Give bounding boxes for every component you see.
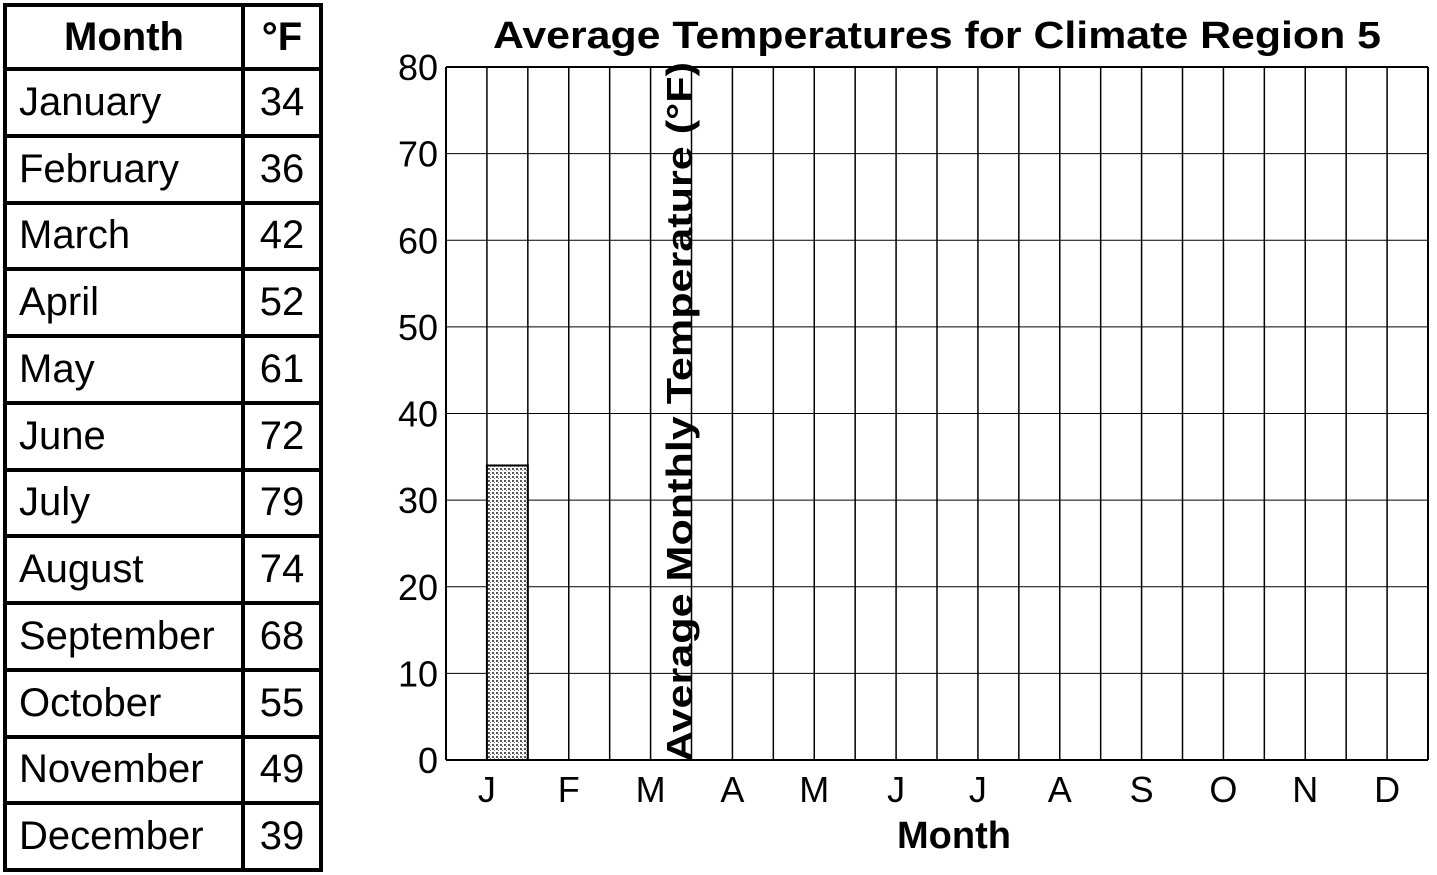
x-tick-label: J: [887, 769, 905, 810]
y-tick-label: 70: [398, 134, 438, 175]
month-cell: January: [3, 67, 245, 138]
table-row: May 61: [3, 334, 323, 405]
y-axis-label: Average Monthly Temperature (°F): [659, 62, 700, 762]
temperature-cell: 52: [241, 267, 323, 338]
y-tick-label: 40: [398, 394, 438, 435]
temperature-cell: 72: [241, 400, 323, 472]
month-cell: May: [3, 334, 245, 405]
y-tick-label: 80: [398, 47, 438, 88]
x-tick-label: A: [720, 769, 744, 810]
month-cell: September: [3, 601, 245, 672]
table-row: October 55: [3, 667, 323, 739]
month-column-header: Month: [3, 3, 245, 71]
table-row: January 34: [3, 67, 323, 138]
month-cell: February: [3, 133, 245, 205]
x-tick-label: D: [1374, 769, 1400, 810]
chart-title: Average Temperatures for Climate Region …: [493, 15, 1381, 57]
y-tick-label: 20: [398, 567, 438, 608]
y-tick-label: 50: [398, 307, 438, 348]
temperature-cell: 79: [241, 467, 323, 539]
temperature-cell: 55: [241, 667, 323, 739]
y-tick-label: 30: [398, 480, 438, 521]
temperature-table: Month °F January 34 February 36 March 42 April…: [3, 3, 323, 872]
table-row: July 79: [3, 467, 323, 539]
table-row: November 49: [3, 734, 323, 806]
x-tick-label: S: [1130, 769, 1154, 810]
bar: [485, 464, 529, 761]
x-tick-label: J: [969, 769, 987, 810]
temperature-cell: 36: [241, 133, 323, 205]
x-tick-label: F: [558, 769, 580, 810]
month-cell: April: [3, 267, 245, 338]
table-row: September 68: [3, 601, 323, 672]
month-cell: December: [3, 801, 245, 872]
temperature-cell: 74: [241, 534, 323, 605]
table-row: June 72: [3, 400, 323, 472]
x-axis-label: Month: [897, 815, 1011, 857]
x-tick-label: M: [636, 769, 666, 810]
month-cell: June: [3, 400, 245, 472]
x-tick-label: M: [799, 769, 829, 810]
plot-area: 0 10 20 30 40 50 60 70 80 J F M A M J J A S O N D: [398, 47, 1429, 810]
month-cell: July: [3, 467, 245, 539]
x-tick-label: O: [1209, 769, 1237, 810]
temperature-cell: 42: [241, 200, 323, 272]
x-tick-label: N: [1292, 769, 1318, 810]
temperature-cell: 34: [241, 67, 323, 138]
temperature-bar-chart: Average Temperatures for Climate Region …: [398, 15, 1429, 857]
y-tick-label: 60: [398, 220, 438, 261]
table-header-row: Month °F: [3, 3, 323, 71]
table-row: February 36: [3, 133, 323, 205]
month-cell: August: [3, 534, 245, 605]
temperature-cell: 68: [241, 601, 323, 672]
table-row: December 39: [3, 801, 323, 872]
temperature-cell: 61: [241, 334, 323, 405]
table-row: March 42: [3, 200, 323, 272]
temperature-cell: 49: [241, 734, 323, 806]
x-tick-label: A: [1048, 769, 1072, 810]
y-tick-label: 0: [418, 740, 438, 781]
temperature-cell: 39: [241, 801, 323, 872]
month-cell: March: [3, 200, 245, 272]
x-tick-label: J: [478, 769, 496, 810]
y-tick-label: 10: [398, 653, 438, 694]
temperature-table-grid: Month °F January 34 February 36 March 42 April…: [3, 3, 323, 872]
table-row: August 74: [3, 534, 323, 605]
temperature-column-header: °F: [241, 3, 323, 71]
month-cell: October: [3, 667, 245, 739]
table-row: April 52: [3, 267, 323, 338]
month-cell: November: [3, 734, 245, 806]
